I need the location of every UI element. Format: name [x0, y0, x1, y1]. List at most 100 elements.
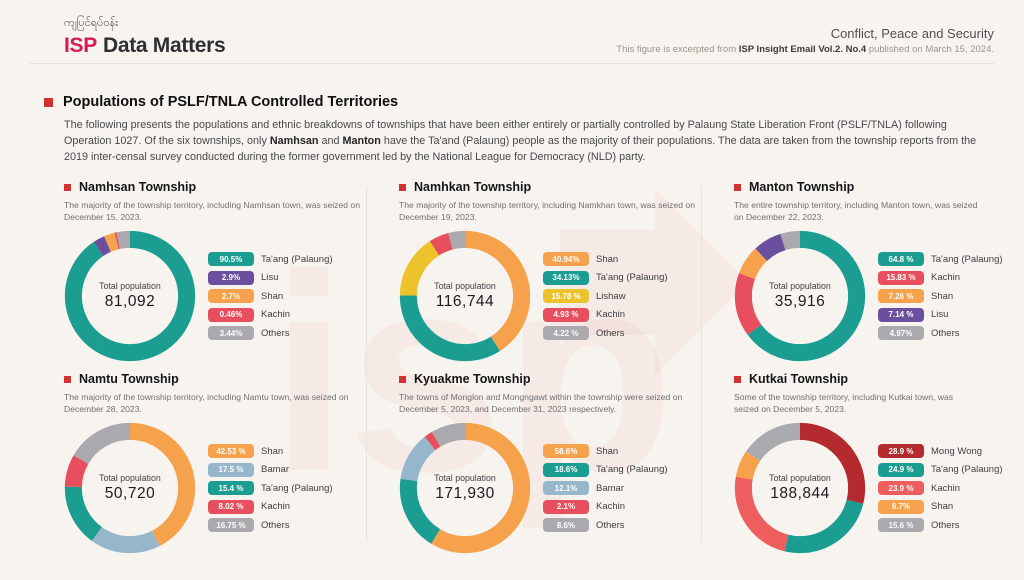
township-title: Namtu Township — [79, 372, 179, 386]
ethnicity-label: Shan — [261, 445, 284, 457]
legend-item: 3.44% Others — [208, 326, 333, 340]
brand-block: ကျပြင်ရပ်ဝန်း ISP Data Matters — [64, 16, 226, 58]
township-title: Namhsan Township — [79, 180, 197, 194]
ethnicity-label: Lisu — [261, 272, 279, 283]
percentage-badge: 42.53 % — [208, 444, 254, 458]
donut-center: Total population 188,844 — [734, 422, 866, 554]
donut-chart-svg — [734, 230, 866, 362]
ethnic-legend: 40.94% Shan 34.13% Ta'ang (Palaung) 15.78 % L… — [543, 252, 668, 340]
ethnicity-label: Others — [596, 327, 625, 339]
donut-center: Total population 50,720 — [64, 422, 196, 554]
legend-item: 0.46% Kachin — [208, 307, 333, 322]
donut-chart-svg — [64, 230, 196, 362]
legend-item: 15.4 % Ta'ang (Palaung) — [208, 481, 333, 495]
percentage-badge: 17.5 % — [208, 462, 254, 477]
card-bullet-icon — [399, 183, 406, 191]
percentage-badge: 15.4 % — [208, 481, 254, 495]
legend-item: 23.9 % Kachin — [878, 481, 1003, 495]
donut-chart: Total population 50,720 — [64, 422, 196, 554]
legend-item: 2.1% Kachin — [543, 499, 668, 514]
township-title: Namhkan Township — [414, 180, 532, 194]
township-title: Manton Township — [749, 180, 855, 194]
percentage-badge: 8.02 % — [208, 499, 254, 514]
ethnicity-label: Kachin — [261, 501, 291, 512]
intro-text-2: and — [318, 135, 343, 148]
header-right: Conflict, Peace and Security This figure… — [616, 26, 994, 55]
percentage-badge: 4.97% — [878, 326, 924, 340]
percentage-badge: 15.83 % — [878, 270, 924, 285]
source-publication: ISP Insight Email Vol.2. No.4 — [738, 44, 867, 55]
donut-chart-svg — [399, 422, 531, 554]
ethnic-legend: 42.53 % Shan 17.5 % Bamar 15.4 % Ta'ang (Pala… — [208, 444, 333, 532]
legend-item: 7.14 % Lisu — [878, 307, 1003, 322]
percentage-badge: 7.14 % — [878, 307, 924, 322]
legend-item: 15.83 % Kachin — [878, 270, 1003, 285]
ethnic-legend: 28.9 % Mong Wong 24.9 % Ta'ang (Palaung) 23.… — [878, 444, 1003, 532]
percentage-badge: 2.1% — [543, 499, 589, 514]
donut-segment-others — [734, 230, 866, 362]
brand-logo: ISP Data Matters — [64, 34, 226, 58]
ethnicity-label: Bamar — [261, 464, 289, 475]
legend-item: 18.6% Ta'ang (Palaung) — [543, 462, 668, 477]
total-population-value: 81,092 — [104, 293, 156, 310]
legend-item: 7.26 % Shan — [878, 289, 1003, 303]
legend-item: 8.02 % Kachin — [208, 499, 333, 514]
percentage-badge: 34.13% — [543, 270, 589, 285]
percentage-badge: 15.6 % — [878, 518, 924, 532]
percentage-badge: 7.26 % — [878, 289, 924, 303]
legend-item: 16.75 % Others — [208, 518, 333, 532]
total-population-label: Total population — [769, 473, 831, 483]
percentage-badge: 8.6% — [543, 518, 589, 532]
donut-segment-shan — [399, 230, 531, 362]
percentage-badge: 18.6% — [543, 462, 589, 477]
section-bullet-icon — [44, 97, 53, 107]
township-card-namhkan: Namhkan Township The majority of the tow… — [399, 180, 734, 372]
donut-chart-svg — [399, 230, 531, 362]
township-title: Kyuakme Township — [414, 372, 531, 386]
donut-chart-svg — [734, 422, 866, 554]
column-divider — [366, 186, 367, 542]
ethnicity-label: Ta'ang (Palaung) — [261, 253, 333, 265]
percentage-badge: 2.9% — [208, 270, 254, 285]
legend-item: 12.1% Bamar — [543, 481, 668, 495]
brand-data-matters-text: Data Matters — [102, 34, 226, 57]
donut-center: Total population 171,930 — [399, 422, 531, 554]
legend-item: 28.9 % Mong Wong — [878, 444, 1003, 458]
percentage-badge: 4.22 % — [543, 326, 589, 340]
ethnicity-label: Shan — [596, 445, 619, 457]
donut-segment-kachin — [734, 422, 866, 554]
legend-item: 24.9 % Ta'ang (Palaung) — [878, 462, 1003, 477]
donut-chart: Total population 116,744 — [399, 230, 531, 362]
ethnicity-label: Others — [261, 327, 290, 339]
brand-myanmar-text: ကျပြင်ရပ်ဝန်း — [64, 17, 118, 29]
legend-item: 34.13% Ta'ang (Palaung) — [543, 270, 668, 285]
percentage-badge: 6.7% — [878, 499, 924, 514]
donut-segment-ta-ang-palaung- — [734, 422, 866, 554]
ethnicity-label: Ta'ang (Palaung) — [261, 482, 333, 494]
legend-item: 2.7% Shan — [208, 289, 333, 303]
ethnicity-label: Lishaw — [596, 290, 626, 302]
donut-segment-others — [734, 422, 866, 554]
source-suffix: published on March 15, 2024. — [866, 44, 994, 55]
legend-item: 4.22 % Others — [543, 326, 668, 340]
total-population-value: 50,720 — [104, 485, 156, 502]
donut-segment-ta-ang-palaung- — [399, 422, 531, 554]
ethnicity-label: Lisu — [931, 309, 949, 320]
intro-text-1: The following presents the populations a… — [64, 119, 947, 148]
brand-isp-text: ISP — [64, 34, 97, 57]
percentage-badge: 58.6% — [543, 444, 589, 458]
ethnicity-label: Ta'ang (Palaung) — [931, 464, 1003, 475]
card-bullet-icon — [734, 375, 741, 383]
percentage-badge: 0.46% — [208, 307, 254, 322]
township-note: Some of the township territory, includin… — [734, 392, 954, 415]
card-bullet-icon — [734, 183, 741, 191]
ethnic-legend: 90.5% Ta'ang (Palaung) 2.9% Lisu 2.7% Shan 0.4… — [208, 252, 333, 340]
township-note: The entire township territory, including… — [734, 200, 978, 223]
ethnicity-label: Ta'ang (Palaung) — [931, 253, 1003, 265]
total-population-value: 171,930 — [435, 485, 495, 502]
donut-chart: Total population 81,092 — [64, 230, 196, 362]
total-population-value: 116,744 — [435, 293, 495, 310]
township-note: The majority of the township territory, … — [64, 392, 349, 415]
legend-item: 17.5 % Bamar — [208, 462, 333, 477]
header-divider — [30, 63, 994, 64]
